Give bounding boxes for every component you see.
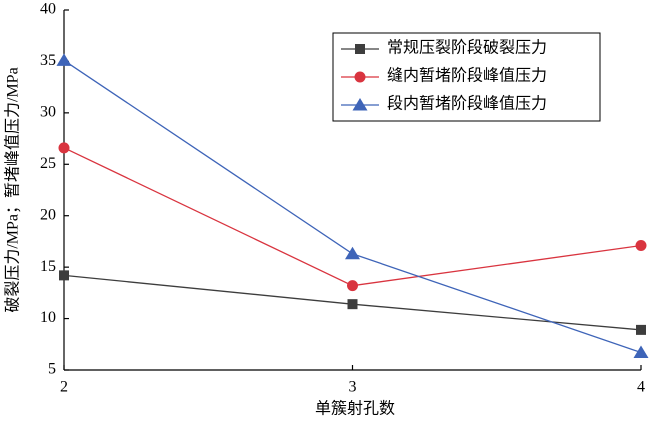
y-tick-label: 5 — [48, 361, 56, 378]
marker — [633, 345, 649, 359]
y-axis-label: 破裂压力/MPa；暂堵峰值压力/MPa — [4, 67, 22, 312]
series-line — [63, 147, 642, 287]
marker — [636, 324, 646, 335]
marker — [345, 246, 360, 260]
marker — [354, 71, 366, 83]
y-tick-label: 40 — [40, 1, 56, 18]
y-tick-label: 25 — [40, 155, 56, 172]
legend-label: 常规压裂阶段破裂压力 — [387, 39, 547, 57]
y-tick-label: 30 — [40, 104, 56, 121]
x-tick-label: 3 — [349, 379, 357, 396]
legend-label: 缝内暂堵阶段峰值压力 — [387, 67, 547, 85]
marker — [58, 142, 70, 154]
y-tick-label: 35 — [40, 52, 56, 69]
marker — [347, 299, 358, 310]
x-tick-label: 4 — [637, 379, 645, 396]
marker — [56, 53, 72, 66]
marker — [59, 270, 69, 281]
marker — [355, 44, 365, 54]
y-tick-label: 10 — [40, 309, 56, 326]
marker — [347, 280, 358, 292]
x-axis-label: 单簇射孔数 — [315, 400, 395, 418]
y-tick-label: 20 — [40, 206, 56, 223]
legend-label: 段内暂堵阶段峰值压力 — [387, 95, 547, 113]
x-tick-label: 2 — [60, 379, 68, 396]
marker — [352, 98, 368, 111]
y-tick-label: 15 — [40, 258, 56, 275]
marker — [635, 240, 647, 252]
